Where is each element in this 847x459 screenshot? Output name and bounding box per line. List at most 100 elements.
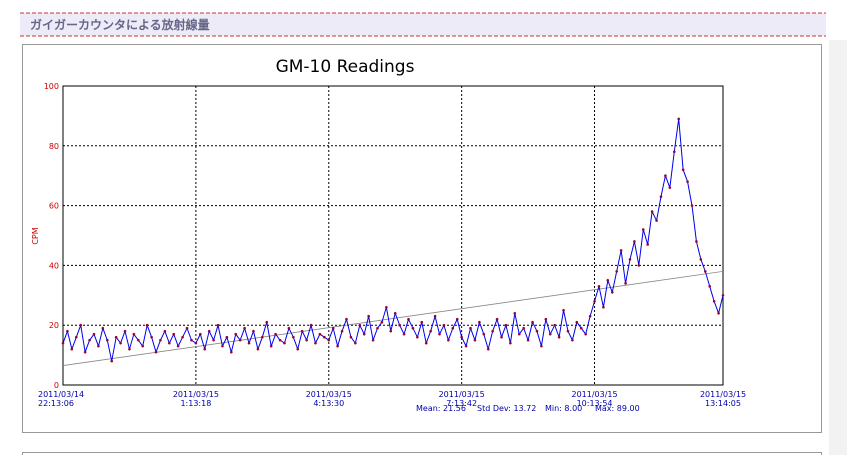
stat-label: Mean: 21.56 xyxy=(416,404,466,413)
data-point xyxy=(305,338,308,342)
data-point xyxy=(376,326,379,330)
data-point xyxy=(323,335,326,339)
data-point xyxy=(717,311,720,315)
data-point xyxy=(478,320,481,324)
data-point xyxy=(380,320,384,324)
data-point xyxy=(318,332,322,336)
data-point xyxy=(221,344,224,348)
data-point xyxy=(194,341,198,345)
data-point xyxy=(588,314,592,318)
data-point xyxy=(234,332,238,336)
x-tick-label: 2011/03/15 13:14:05 xyxy=(700,390,746,408)
data-point xyxy=(624,282,627,285)
data-point xyxy=(429,329,432,333)
data-point xyxy=(354,341,357,345)
data-point xyxy=(668,186,672,189)
data-point xyxy=(283,341,286,345)
stat-label: Max: 89.00 xyxy=(595,404,640,413)
data-point xyxy=(252,329,255,333)
data-point xyxy=(274,332,277,336)
data-point xyxy=(420,320,424,324)
data-point xyxy=(424,341,428,345)
data-point xyxy=(185,326,189,330)
data-point xyxy=(114,335,118,339)
data-point xyxy=(243,326,246,330)
data-point xyxy=(451,326,455,330)
data-point xyxy=(513,311,517,315)
data-point xyxy=(123,329,127,333)
data-point xyxy=(261,335,264,339)
data-point xyxy=(154,350,158,354)
data-point xyxy=(336,344,339,348)
data-point xyxy=(712,299,716,303)
data-point xyxy=(500,335,503,339)
data-point xyxy=(407,317,410,321)
data-point xyxy=(491,329,494,333)
data-point xyxy=(597,285,601,288)
data-point xyxy=(637,264,641,267)
data-point xyxy=(464,344,468,348)
data-point xyxy=(721,294,725,297)
data-point xyxy=(371,338,375,342)
data-point xyxy=(571,338,574,342)
data-point xyxy=(659,195,663,198)
data-point xyxy=(141,344,145,348)
data-point xyxy=(398,323,401,327)
data-point xyxy=(615,270,618,273)
header-bar xyxy=(20,13,826,36)
data-point xyxy=(176,344,180,348)
data-point xyxy=(455,317,459,321)
data-point xyxy=(362,332,366,336)
data-point xyxy=(256,347,260,351)
data-point xyxy=(646,243,649,246)
data-point xyxy=(482,332,486,336)
data-point xyxy=(641,228,645,231)
data-point xyxy=(287,326,291,330)
x-tick-label: 2011/03/14 22:13:06 xyxy=(38,390,84,408)
data-point xyxy=(110,359,114,363)
data-point xyxy=(79,323,83,327)
data-point xyxy=(672,150,676,154)
data-point xyxy=(469,326,472,330)
data-point xyxy=(677,117,681,121)
data-point xyxy=(145,323,149,327)
data-point xyxy=(74,335,78,339)
data-point xyxy=(296,347,300,351)
data-point xyxy=(664,174,667,177)
data-point xyxy=(557,335,561,339)
data-point xyxy=(88,338,91,342)
data-point xyxy=(522,326,525,330)
data-point xyxy=(340,329,344,333)
data-point xyxy=(300,329,304,333)
data-point xyxy=(292,335,295,339)
data-point xyxy=(358,323,362,327)
data-point xyxy=(119,341,122,345)
data-point xyxy=(544,317,548,321)
y-tick-label: 40 xyxy=(49,261,59,270)
data-point xyxy=(473,338,477,342)
data-point xyxy=(393,311,397,315)
data-point xyxy=(495,317,499,321)
data-point xyxy=(172,332,176,336)
data-point xyxy=(531,320,534,324)
data-point xyxy=(535,329,539,333)
chart-title: GM-10 Readings xyxy=(276,57,415,77)
x-tick-label: 2011/03/15 10:13:54 xyxy=(571,390,617,408)
x-tick-label: 2011/03/15 4:13:30 xyxy=(306,390,352,408)
data-point xyxy=(442,323,446,327)
data-point xyxy=(269,344,273,348)
x-tick-label: 2011/03/15 1:13:18 xyxy=(173,390,219,408)
y-axis-label: CPM xyxy=(31,227,40,244)
data-point xyxy=(504,323,508,327)
data-point xyxy=(606,279,610,282)
data-point xyxy=(349,335,353,339)
data-point xyxy=(553,323,556,327)
data-point xyxy=(628,258,632,261)
data-point xyxy=(526,338,530,342)
x-tick-label: 2011/03/15 7:13:42 xyxy=(439,390,485,408)
stat-label: Min: 8.00 xyxy=(545,404,582,413)
data-point xyxy=(540,344,543,348)
data-point xyxy=(159,338,162,342)
data-point xyxy=(655,219,658,222)
